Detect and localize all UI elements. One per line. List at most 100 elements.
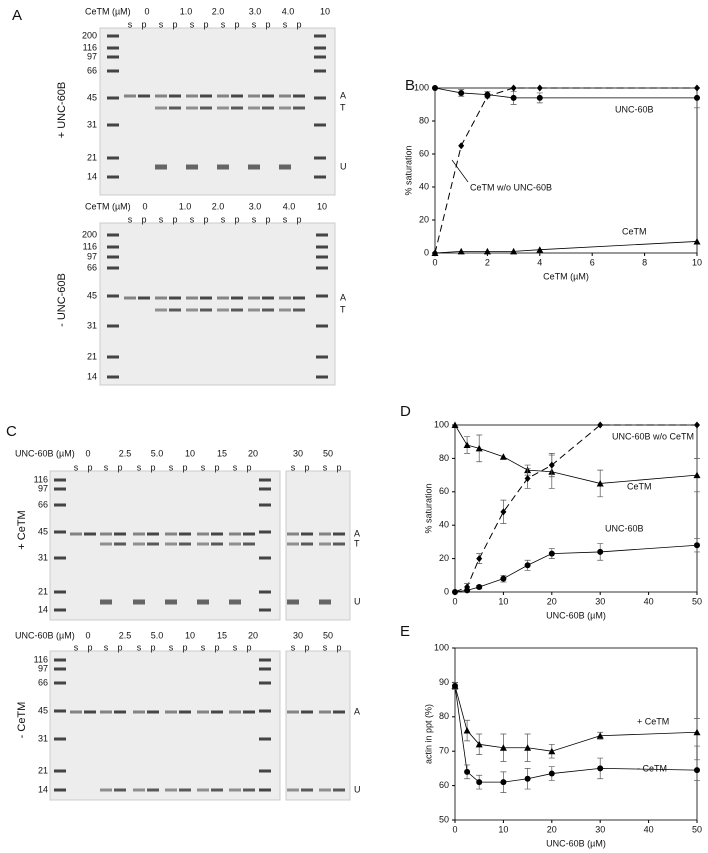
protein-band <box>179 532 191 536</box>
data-point <box>432 85 438 91</box>
data-point <box>597 765 604 772</box>
fraction-label: p <box>87 642 92 652</box>
ladder-band <box>107 156 119 160</box>
protein-band <box>165 532 177 536</box>
data-point <box>510 94 517 101</box>
ladder-band <box>259 658 271 662</box>
data-point <box>548 461 555 469</box>
data-point <box>524 562 531 569</box>
protein-band <box>84 532 96 536</box>
marker-label: 21 <box>38 765 48 775</box>
data-point <box>548 550 555 557</box>
ladder-band <box>54 769 66 773</box>
marker-label: 14 <box>87 171 97 181</box>
protein-band <box>133 532 145 536</box>
ladder-band <box>316 233 328 237</box>
ladder-band <box>259 667 271 671</box>
y-axis-label: % saturation <box>423 483 433 533</box>
protein-band <box>169 106 181 110</box>
data-point <box>458 142 465 150</box>
leader-line <box>451 159 469 183</box>
marker-label: 31 <box>38 552 48 562</box>
lane-label: 2.5 <box>119 448 132 458</box>
protein-band <box>243 542 255 546</box>
lane-label: 20 <box>248 630 258 640</box>
ladder-band <box>316 245 328 249</box>
lane-label: 1.0 <box>179 201 192 211</box>
data-point <box>524 775 531 782</box>
y-tick-label: 80 <box>419 115 429 125</box>
lane-label: 20 <box>248 448 258 458</box>
protein-band <box>287 788 299 792</box>
band-label: U <box>354 784 361 794</box>
fraction-label: s <box>128 19 133 29</box>
data-point <box>694 94 700 101</box>
protein-band <box>186 296 198 300</box>
data-point <box>499 453 507 460</box>
protein-band <box>186 94 198 98</box>
data-point <box>548 747 556 755</box>
protein-band <box>133 788 145 792</box>
data-point <box>458 89 465 96</box>
protein-band <box>243 788 255 792</box>
protein-band <box>147 542 159 546</box>
protein-band <box>287 542 299 546</box>
series-line <box>454 424 697 593</box>
ladder-band <box>314 55 326 59</box>
fraction-label: p <box>246 642 251 652</box>
protein-band <box>287 710 299 714</box>
panel-letter: E <box>400 623 410 640</box>
protein-band <box>279 164 291 170</box>
y-tick-label: 40 <box>419 181 429 191</box>
protein-band <box>333 542 345 546</box>
fraction-label: s <box>104 462 109 472</box>
fraction-label: p <box>336 462 341 472</box>
protein-band <box>70 710 82 714</box>
ladder-band <box>316 324 328 328</box>
lane-label: 15 <box>217 448 227 458</box>
fraction-label: s <box>137 462 142 472</box>
marker-label: 97 <box>38 483 48 493</box>
ladder-band <box>259 556 271 560</box>
protein-band <box>319 710 331 714</box>
fraction-label: s <box>323 642 328 652</box>
gel-image <box>99 222 336 386</box>
marker-label: 97 <box>87 51 97 61</box>
protein-band <box>229 788 241 792</box>
protein-band <box>70 532 82 536</box>
protein-band <box>155 308 167 312</box>
marker-label: 45 <box>38 705 48 715</box>
gel-header: UNC-60B (µM) <box>15 448 75 458</box>
gel-image <box>99 27 336 196</box>
fraction-label: s <box>221 214 226 224</box>
data-point <box>536 246 544 253</box>
gel-header: UNC-60B (µM) <box>15 630 75 640</box>
fraction-label: s <box>291 642 296 652</box>
data-point <box>597 548 604 555</box>
ladder-band <box>107 46 119 50</box>
ladder-band <box>107 375 119 379</box>
protein-band <box>197 599 209 605</box>
protein-band <box>100 788 112 792</box>
band-label: A <box>354 706 360 716</box>
x-axis-label: UNC-60B (µM) <box>546 838 606 848</box>
lane-label: 10 <box>185 448 195 458</box>
lane-label: 5.0 <box>151 448 164 458</box>
marker-label: 200 <box>82 30 97 40</box>
fraction-label: p <box>117 642 122 652</box>
protein-band <box>262 106 274 110</box>
band-label: A <box>340 90 346 100</box>
fraction-label: p <box>304 642 309 652</box>
protein-band <box>279 106 291 110</box>
protein-band <box>293 296 305 300</box>
protein-band <box>262 308 274 312</box>
ladder-band <box>107 55 119 59</box>
series-line <box>434 241 698 254</box>
protein-band <box>138 94 150 98</box>
series-label: UNC-60B <box>615 104 654 114</box>
lane-label: 50 <box>323 448 333 458</box>
band-label: A <box>340 292 346 302</box>
fraction-label: s <box>128 214 133 224</box>
data-point <box>476 555 483 563</box>
protein-band <box>243 532 255 536</box>
